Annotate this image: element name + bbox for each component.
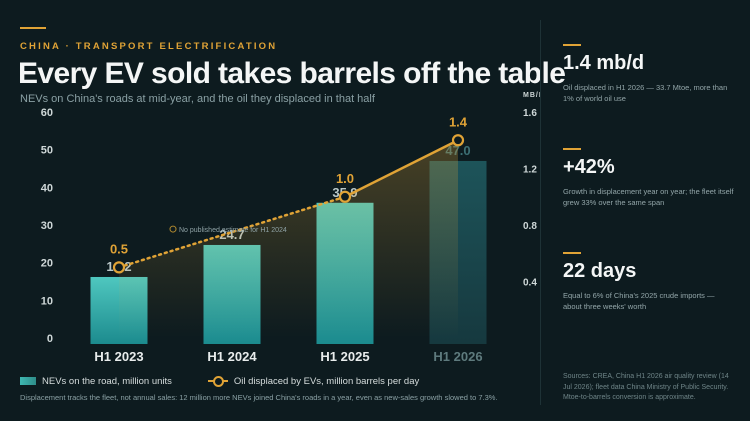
eyebrow: CHINA · TRANSPORT ELECTRIFICATION (20, 41, 278, 52)
category-label: H1 2024 (207, 349, 257, 364)
stat-value: +42% (563, 156, 615, 178)
stat-value: 1.4 mb/d (563, 52, 645, 74)
stat-card-growth: +42% Growth in displacement year on year… (563, 148, 735, 209)
eyebrow-accent-bar (20, 27, 46, 29)
right-tick-label: 0.4 (523, 278, 537, 289)
left-tick-label: 50 (41, 145, 53, 157)
left-tick-label: 0 (47, 333, 53, 345)
stat-description: Oil displaced in H1 2026 — 33.7 Mtoe, mo… (563, 83, 728, 103)
stat-card-oil-displaced: 1.4 mb/d Oil displaced in H1 2026 — 33.7… (563, 44, 735, 105)
left-tick-label: 10 (41, 295, 53, 307)
sources-note: Sources: CREA, China H1 2026 air quality… (563, 373, 729, 401)
stat-value: 22 days (563, 260, 637, 282)
left-tick-label: 20 (41, 258, 53, 270)
right-tick-label: 0.8 (523, 221, 537, 232)
footnote: Displacement tracks the fleet, not annua… (20, 393, 498, 402)
left-tick-label: 40 (41, 182, 53, 194)
stat-card-crude-imports: 22 days Equal to 6% of China's 2025 crud… (563, 252, 735, 313)
line-value-label: 0.5 (110, 241, 128, 256)
gap-annotation: No published estimate for H1 2024 (179, 227, 287, 234)
stat-accent-bar (563, 44, 581, 46)
category-label: H1 2025 (320, 349, 369, 364)
legend-bar-swatch (20, 377, 36, 385)
right-tick-label: 1.2 (523, 165, 537, 176)
line-segment (344, 139, 459, 198)
stat-accent-bar (563, 252, 581, 254)
panel-divider (540, 20, 541, 405)
line-point (338, 190, 352, 203)
stat-description: Growth in displacement year on year; the… (563, 187, 734, 207)
line-value-label: 1.4 (449, 114, 468, 129)
right-tick-label: 1.6 (523, 108, 537, 119)
right-axis-unit-label: MB/D (523, 92, 540, 99)
stat-accent-bar (563, 148, 581, 150)
stat-description: Equal to 6% of China's 2025 crude import… (563, 291, 715, 311)
legend: NEVs on the road, million units Oil disp… (20, 375, 419, 387)
line-segment-dotted (117, 195, 347, 269)
line-point (451, 134, 465, 147)
line-point (112, 261, 126, 274)
line-area-fill (119, 140, 458, 338)
category-label: H1 2026 (433, 349, 482, 364)
category-label: H1 2023 (94, 349, 143, 364)
gap-marker (169, 225, 177, 233)
legend-line-swatch (207, 375, 228, 387)
legend-line-label: Oil displaced by EVs, million barrels pe… (233, 375, 420, 387)
line-value-label: 1.0 (336, 171, 354, 186)
page-subtitle: NEVs on China's roads at mid-year, and t… (20, 93, 375, 105)
page-title: Every EV sold takes barrels off the tabl… (18, 57, 566, 90)
left-tick-label: 60 (41, 107, 53, 119)
left-tick-label: 30 (41, 220, 53, 232)
legend-bar-label: NEVs on the road, million units (42, 375, 172, 387)
